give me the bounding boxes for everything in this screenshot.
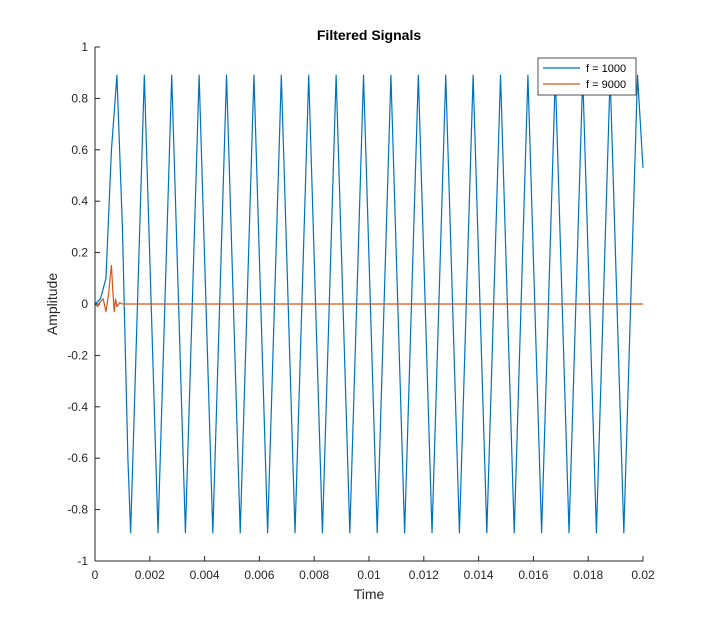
x-axis-title: Time	[354, 586, 385, 602]
x-tick-label: 0	[92, 568, 99, 582]
plot-area: 0 0.002 0.004 0.006 0.008 0.01 0.012 0.014 0.016…	[67, 40, 655, 582]
x-tick-label: 0.018	[573, 568, 603, 582]
legend-box	[537, 57, 637, 96]
y-tick-label: -0.2	[67, 348, 88, 362]
chart-title: Filtered Signals	[317, 27, 421, 43]
y-tick-label: -0.8	[67, 503, 88, 517]
x-tick-label: 0.006	[244, 568, 274, 582]
y-axis: -1 -0.8 -0.6 -0.4 -0.2 0 0.2 0.4 0.6 0.8 1	[67, 40, 100, 568]
y-tick-label: -0.4	[67, 400, 88, 414]
y-axis-title: Amplitude	[44, 273, 60, 335]
y-tick-label: -1	[77, 554, 88, 568]
x-tick-label: 0.01	[357, 568, 381, 582]
x-axis: 0 0.002 0.004 0.006 0.008 0.01 0.012 0.014 0.016…	[92, 556, 655, 582]
y-tick-label: 0	[81, 297, 88, 311]
x-tick-label: 0.014	[464, 568, 494, 582]
y-tick-label: 0.2	[71, 246, 88, 260]
x-tick-label: 0.004	[190, 568, 220, 582]
x-tick-label: 0.016	[518, 568, 548, 582]
legend: f = 1000 f = 9000	[537, 57, 637, 96]
x-tick-label: 0.002	[135, 568, 165, 582]
y-tick-label: 0.6	[71, 143, 88, 157]
series-layer	[94, 74, 644, 534]
y-tick-label: 0.8	[71, 91, 88, 105]
y-tick-label: 0.4	[71, 194, 88, 208]
y-tick-label: 1	[81, 40, 88, 54]
x-tick-label: 0.012	[409, 568, 439, 582]
y-tick-label: -0.6	[67, 451, 88, 465]
legend-label-2: f = 9000	[586, 79, 626, 91]
series-line-2	[94, 264, 643, 313]
legend-label-1: f = 1000	[586, 63, 626, 75]
x-tick-label: 0.008	[299, 568, 329, 582]
x-tick-label: 0.02	[631, 568, 655, 582]
